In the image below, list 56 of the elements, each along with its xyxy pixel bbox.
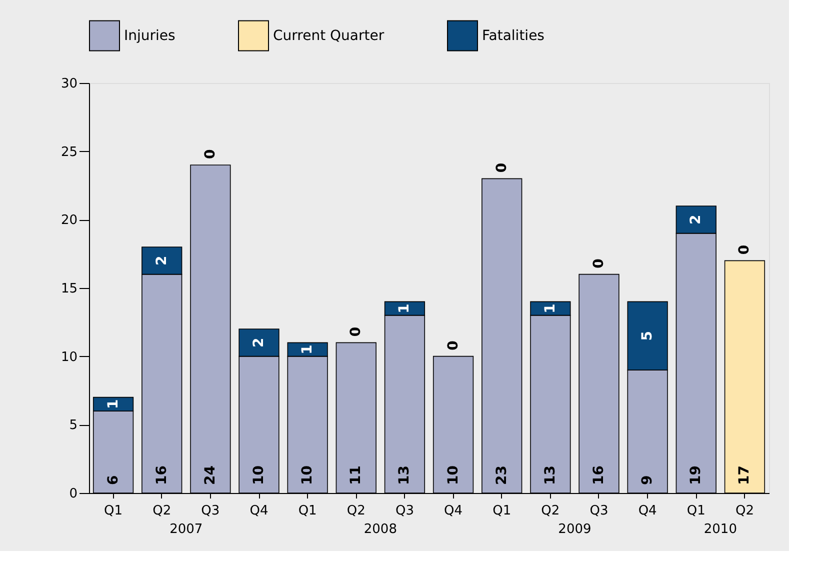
data-label: 1	[300, 344, 316, 354]
text: 2009	[558, 522, 592, 537]
text: 2010	[704, 522, 737, 537]
x-tick-label: Q2	[541, 504, 560, 518]
x-tick-label: Q3	[395, 504, 414, 518]
data-label: 13	[542, 466, 558, 485]
data-label: 0	[591, 258, 607, 268]
y-tick-label: 10	[60, 350, 78, 365]
data-label: 5	[640, 330, 656, 341]
data-label: 2	[688, 214, 704, 225]
data-label: 23	[494, 466, 510, 485]
x-tick-label: Q3	[590, 504, 608, 518]
x-tick-label: Q1	[686, 504, 706, 518]
text: 2007	[170, 522, 203, 537]
y-tick-label: 25	[60, 144, 78, 160]
data-label: 0	[736, 244, 753, 255]
x-tick-label: Q2	[346, 504, 366, 518]
legend-label: Current Quarter	[273, 28, 384, 44]
y-tick-label: 15	[60, 282, 78, 296]
data-label: 9	[640, 475, 656, 485]
legend-label: Injuries	[124, 28, 176, 44]
x-tick-label: Q4	[444, 504, 463, 518]
data-label: 16	[154, 466, 170, 485]
data-label: 0	[202, 149, 218, 159]
data-label: 17	[736, 466, 753, 485]
x-tick-label: Q3	[201, 504, 220, 518]
y-tick-label: 30	[60, 76, 78, 92]
data-label: 1	[105, 399, 122, 410]
data-label: 10	[300, 465, 316, 485]
data-label: 6	[105, 475, 122, 485]
text: 2008	[364, 522, 397, 537]
y-tick-label: 0	[69, 486, 78, 502]
x-tick-label: Q2	[152, 504, 172, 518]
data-label: 16	[591, 466, 607, 485]
x-tick-label: Q1	[104, 504, 123, 518]
data-label: 2	[251, 338, 267, 348]
x-tick-label: Q2	[735, 504, 754, 518]
data-label: 19	[688, 466, 704, 485]
y-tick-label: 5	[69, 418, 78, 434]
data-label: 10	[251, 465, 267, 485]
y-tick-label: 20	[60, 213, 78, 228]
data-label: 1	[542, 304, 558, 314]
data-label: 24	[202, 465, 218, 485]
x-tick-label: Q1	[492, 504, 512, 518]
data-label: 2	[154, 256, 170, 266]
x-tick-label: Q1	[298, 504, 317, 518]
data-label: 11	[348, 466, 364, 485]
x-tick-label: Q4	[250, 504, 268, 518]
x-tick-label: Q4	[638, 504, 657, 518]
data-label: 0	[494, 162, 510, 173]
data-label: 0	[445, 340, 462, 350]
data-label: 0	[348, 326, 364, 337]
data-label: 13	[396, 466, 413, 485]
data-label: 1	[396, 304, 413, 314]
data-label: 10	[445, 465, 462, 485]
legend-label: Fatalities	[482, 28, 544, 44]
